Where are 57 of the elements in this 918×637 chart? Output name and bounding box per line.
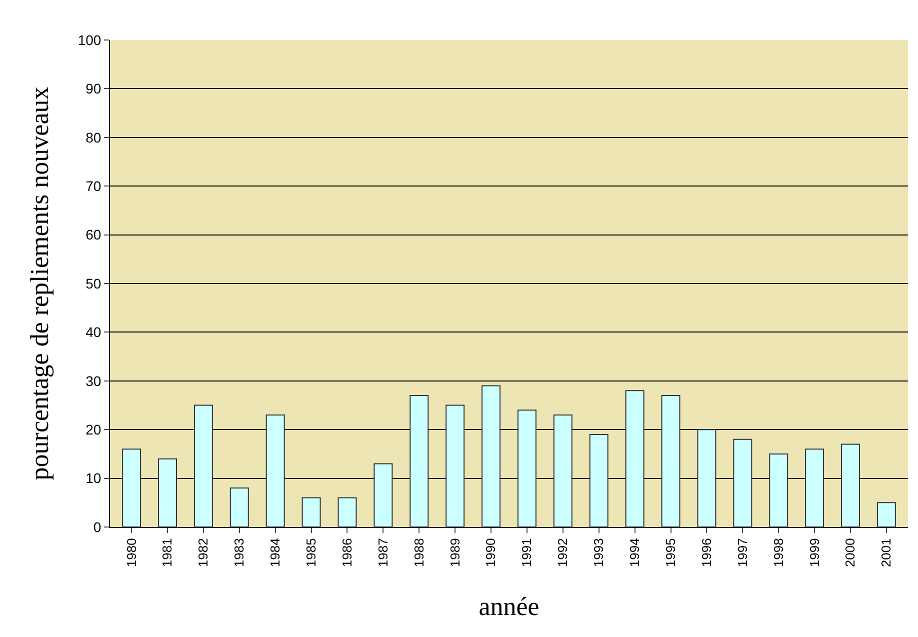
bar: [194, 404, 213, 527]
bar: [661, 395, 680, 527]
bar: [302, 497, 321, 527]
y-tick-label: 90: [86, 80, 102, 97]
bar: [482, 385, 501, 527]
x-tick-label: 1983: [232, 538, 247, 568]
x-tick-label: 1996: [698, 538, 714, 568]
y-tick-label: 10: [86, 470, 102, 486]
bar: [841, 444, 860, 527]
bar: [374, 463, 393, 527]
bar: [733, 438, 752, 527]
x-tick-label: 1980: [124, 538, 139, 568]
y-tick-label: 0: [93, 518, 102, 535]
y-axis-title: pourcentage de repliements nouveaux: [25, 86, 54, 480]
x-tick-label: 1995: [662, 538, 678, 568]
bar: [158, 458, 177, 527]
x-tick-label: 1985: [304, 538, 319, 568]
bar: [769, 453, 788, 527]
y-tick-label: 40: [86, 324, 102, 340]
x-tick-label: 1988: [411, 538, 426, 568]
x-tick-label: 1982: [196, 538, 211, 568]
y-tick-label: 80: [86, 129, 102, 146]
x-tick-label: 2000: [842, 538, 858, 568]
bar: [517, 410, 536, 527]
y-tick-label: 20: [86, 422, 102, 438]
bar: [876, 502, 896, 527]
x-tick-label: 1999: [806, 538, 822, 568]
x-tick-label: 1998: [770, 538, 786, 568]
x-tick-label: 1987: [375, 538, 390, 568]
x-tick-label: 1994: [627, 538, 642, 568]
bar: [410, 395, 429, 527]
bar: [230, 488, 249, 527]
bar: [625, 390, 644, 527]
x-tick-label: 1984: [268, 538, 283, 568]
y-tick-label: 50: [86, 275, 102, 292]
bar: [338, 497, 357, 527]
x-tick-label: 1989: [447, 538, 462, 568]
y-tick-label: 70: [86, 178, 102, 194]
x-tick-label: 2001: [878, 538, 894, 568]
bar: [553, 414, 572, 527]
x-tick-label: 1991: [519, 538, 534, 568]
y-tick-label: 60: [86, 226, 102, 243]
x-tick-label: 1993: [591, 538, 606, 568]
x-tick-label: 1990: [483, 538, 498, 568]
x-tick-label: 1997: [734, 538, 750, 568]
x-tick-label: 1986: [339, 538, 354, 568]
x-tick-label: 1981: [160, 538, 175, 568]
bar: [697, 429, 716, 527]
bar: [446, 404, 465, 527]
bar: [589, 434, 608, 527]
x-tick-label: 1992: [555, 538, 570, 568]
y-tick-label: 30: [86, 372, 102, 389]
x-axis-title: année: [478, 592, 540, 621]
bar: [266, 414, 285, 527]
bar: [122, 448, 142, 527]
y-tick-label: 100: [78, 32, 102, 48]
bar: [805, 448, 824, 527]
